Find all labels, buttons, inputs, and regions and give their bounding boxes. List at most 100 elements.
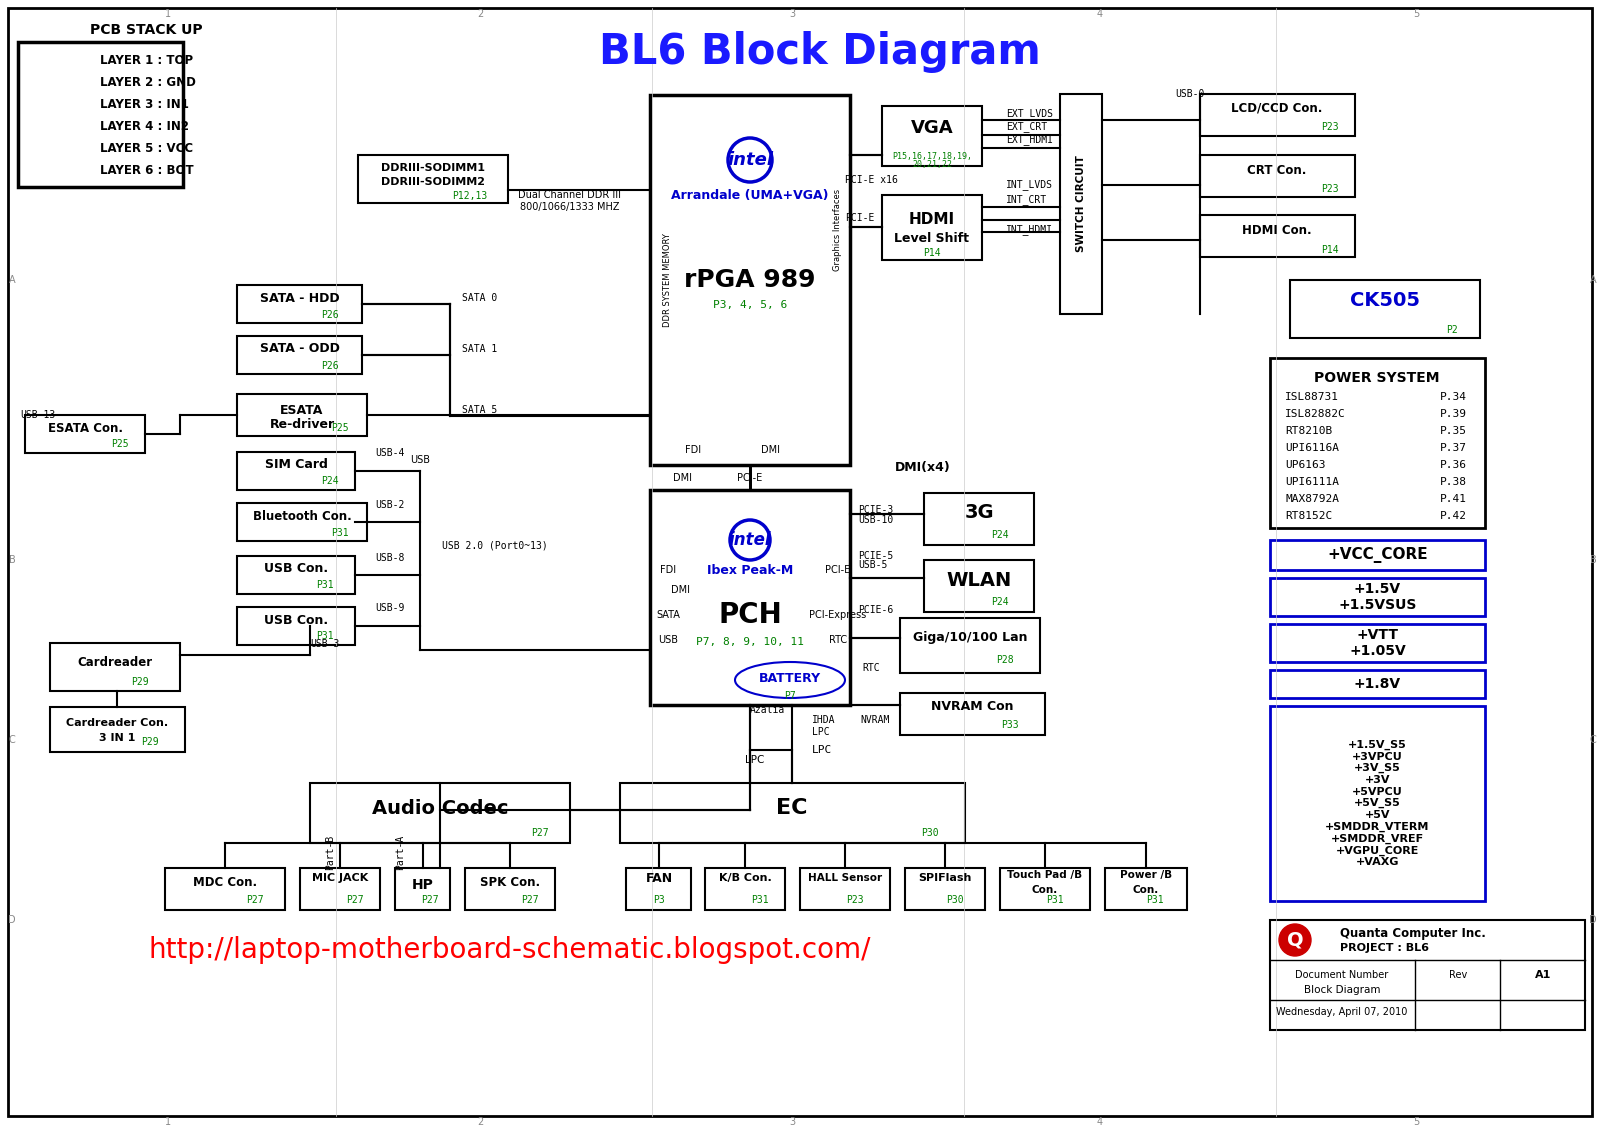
- FancyBboxPatch shape: [237, 336, 362, 374]
- FancyBboxPatch shape: [925, 560, 1034, 612]
- FancyBboxPatch shape: [650, 490, 850, 705]
- FancyBboxPatch shape: [1270, 624, 1485, 662]
- Text: http://laptop-motherboard-schematic.blogspot.com/: http://laptop-motherboard-schematic.blog…: [149, 936, 872, 964]
- Text: P31: P31: [1146, 895, 1163, 904]
- Text: LAYER 6 : BOT: LAYER 6 : BOT: [99, 163, 194, 177]
- FancyBboxPatch shape: [50, 643, 179, 691]
- Text: P26: P26: [322, 361, 339, 371]
- FancyBboxPatch shape: [310, 783, 570, 843]
- Text: +1.8V: +1.8V: [1354, 677, 1402, 691]
- Text: P14: P14: [1322, 245, 1339, 255]
- FancyBboxPatch shape: [50, 708, 186, 752]
- FancyBboxPatch shape: [1200, 94, 1355, 136]
- Text: P27: P27: [246, 895, 264, 904]
- Text: EC: EC: [776, 798, 808, 818]
- Text: P3: P3: [653, 895, 666, 904]
- Text: USB-10: USB-10: [858, 515, 893, 525]
- Text: IHDA: IHDA: [813, 715, 835, 724]
- Text: P.36: P.36: [1440, 460, 1467, 470]
- Text: Q: Q: [1286, 931, 1304, 950]
- Text: FDI: FDI: [685, 445, 701, 455]
- Text: MAX8792A: MAX8792A: [1285, 494, 1339, 504]
- Text: DDR SYSTEM MEMORY: DDR SYSTEM MEMORY: [664, 233, 672, 327]
- Text: DDRIII-SODIMM2: DDRIII-SODIMM2: [381, 177, 485, 187]
- Text: 800/1066/1333 MHZ: 800/1066/1333 MHZ: [520, 201, 619, 212]
- Text: P7: P7: [784, 691, 795, 701]
- FancyBboxPatch shape: [882, 195, 982, 260]
- FancyBboxPatch shape: [237, 452, 355, 490]
- Text: P.39: P.39: [1440, 409, 1467, 419]
- FancyBboxPatch shape: [1270, 706, 1485, 901]
- Text: PCI-E: PCI-E: [738, 473, 763, 483]
- Text: P24: P24: [990, 530, 1010, 540]
- Text: Quanta Computer Inc.: Quanta Computer Inc.: [1341, 926, 1486, 940]
- Text: P23: P23: [1322, 185, 1339, 194]
- Text: 3: 3: [789, 1117, 795, 1127]
- FancyBboxPatch shape: [1200, 155, 1355, 197]
- FancyBboxPatch shape: [1000, 868, 1090, 910]
- Text: ISL82882C: ISL82882C: [1285, 409, 1346, 419]
- Text: P27: P27: [531, 827, 549, 838]
- Text: P30: P30: [946, 895, 963, 904]
- Text: Power /B: Power /B: [1120, 871, 1173, 880]
- Text: PCI-E: PCI-E: [845, 213, 874, 223]
- Text: P33: P33: [1002, 720, 1019, 730]
- Text: Con.: Con.: [1133, 885, 1158, 895]
- FancyBboxPatch shape: [621, 783, 965, 843]
- Text: B: B: [8, 555, 16, 565]
- Text: P31: P31: [317, 631, 334, 641]
- Text: DMI: DMI: [760, 445, 779, 455]
- Text: PROJECT : BL6: PROJECT : BL6: [1341, 943, 1429, 953]
- Text: USB-0: USB-0: [1174, 89, 1205, 98]
- Text: P24: P24: [322, 475, 339, 486]
- FancyBboxPatch shape: [1290, 280, 1480, 338]
- FancyBboxPatch shape: [626, 868, 691, 910]
- Text: 3G: 3G: [965, 504, 994, 523]
- Text: 3 IN 1: 3 IN 1: [99, 734, 134, 743]
- FancyBboxPatch shape: [650, 95, 850, 465]
- Text: LAYER 3 : IN1: LAYER 3 : IN1: [99, 97, 189, 111]
- Text: SATA: SATA: [656, 610, 680, 620]
- FancyBboxPatch shape: [466, 868, 555, 910]
- Text: Dual Channel DDR III: Dual Channel DDR III: [518, 190, 621, 200]
- Text: P31: P31: [331, 528, 349, 538]
- FancyBboxPatch shape: [800, 868, 890, 910]
- Text: PCI-Express: PCI-Express: [810, 610, 867, 620]
- Text: +VTT
+1.05V: +VTT +1.05V: [1349, 628, 1406, 658]
- Text: UP6163: UP6163: [1285, 460, 1325, 470]
- Circle shape: [1278, 924, 1310, 957]
- Text: HDMI Con.: HDMI Con.: [1242, 223, 1312, 237]
- Text: 2: 2: [477, 9, 483, 19]
- Text: P23: P23: [1322, 122, 1339, 132]
- Text: P29: P29: [131, 677, 149, 687]
- Text: SPK Con.: SPK Con.: [480, 875, 541, 889]
- Text: DMI: DMI: [670, 585, 690, 595]
- Text: RT8210B: RT8210B: [1285, 426, 1333, 436]
- Text: INT_HDMI: INT_HDMI: [1006, 224, 1053, 235]
- Text: P.35: P.35: [1440, 426, 1467, 436]
- FancyBboxPatch shape: [1270, 578, 1485, 616]
- FancyBboxPatch shape: [26, 415, 146, 453]
- Text: USB: USB: [410, 455, 430, 465]
- Text: UPI6116A: UPI6116A: [1285, 443, 1339, 453]
- Text: +1.5V
+1.5VSUS: +1.5V +1.5VSUS: [1338, 582, 1416, 612]
- FancyBboxPatch shape: [237, 285, 362, 323]
- Text: POWER SYSTEM: POWER SYSTEM: [1314, 371, 1440, 385]
- Text: P2: P2: [1446, 325, 1458, 335]
- Text: HP: HP: [413, 878, 434, 892]
- Text: SATA 1: SATA 1: [462, 344, 498, 354]
- Text: LAYER 1 : TOP: LAYER 1 : TOP: [99, 53, 194, 67]
- Text: EXT_LVDS: EXT_LVDS: [1006, 109, 1053, 120]
- Text: 2: 2: [477, 1117, 483, 1127]
- Text: Giga/10/100 Lan: Giga/10/100 Lan: [912, 632, 1027, 644]
- FancyBboxPatch shape: [1270, 358, 1485, 528]
- FancyBboxPatch shape: [237, 556, 355, 594]
- Text: P.38: P.38: [1440, 477, 1467, 487]
- Text: P29: P29: [141, 737, 158, 747]
- Text: LCD/CCD Con.: LCD/CCD Con.: [1232, 102, 1323, 114]
- Text: DDRIII-SODIMM1: DDRIII-SODIMM1: [381, 163, 485, 173]
- Text: P26: P26: [322, 310, 339, 320]
- Text: PCIE-6: PCIE-6: [858, 604, 893, 615]
- Text: USB 2.0 (Port0~13): USB 2.0 (Port0~13): [442, 540, 547, 550]
- Text: VGA: VGA: [910, 119, 954, 137]
